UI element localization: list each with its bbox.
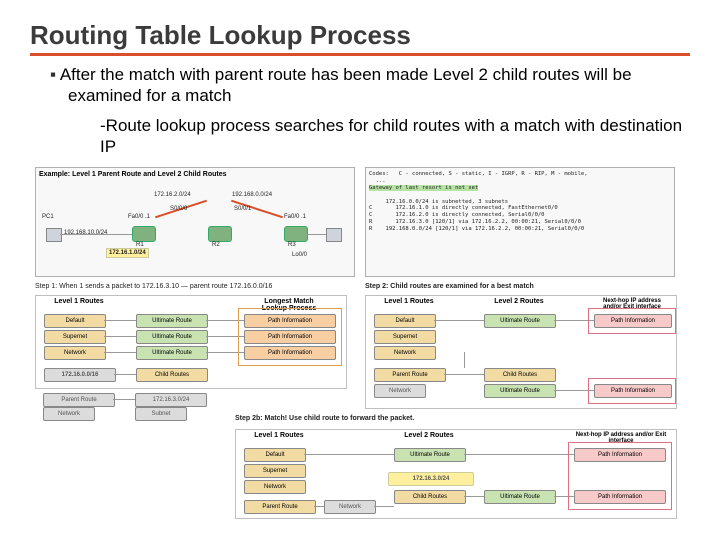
path-group-3 (568, 442, 672, 510)
l2c (444, 374, 484, 375)
l1g (114, 374, 136, 375)
chip-default-2: Default (374, 314, 436, 328)
path-group-2b (588, 378, 676, 404)
chip-parent-lbl: Parent Route (43, 393, 115, 407)
chip-ult-2b: Ultimate Route (484, 384, 556, 398)
path-group-2a (588, 308, 676, 334)
chip-net-2: Network (374, 384, 426, 398)
step2-caption: Step 2: Child routes are examined for a … (365, 283, 675, 290)
chip-network-3: Network (244, 480, 306, 494)
colB-head-2: Level 2 Routes (484, 298, 554, 305)
page-title: Routing Table Lookup Process (30, 20, 690, 56)
link-pc1-r1 (60, 234, 132, 235)
chip-ult-1b: Ultimate Route (136, 330, 208, 344)
route-output: Codes: C - connected, S - static, I - IG… (369, 171, 671, 233)
pc2-icon (326, 228, 342, 242)
topology-panel: Example: Level 1 Parent Route and Level … (35, 167, 355, 277)
parent-row: Parent Route Network 172.16.3.0/24 Subne… (35, 393, 235, 421)
chip-ult-2a: Ultimate Route (484, 314, 556, 328)
chip-ult-3a: Ultimate Route (394, 448, 466, 462)
l1b (104, 336, 136, 337)
l3c2 (374, 506, 394, 507)
chip-default-1: Default (44, 314, 106, 328)
ip-a: 172.16.2.0/24 (154, 192, 191, 198)
pc1-icon (46, 228, 62, 242)
l3b (464, 454, 574, 455)
fa-b: Fa0/0 .1 (284, 214, 306, 220)
link-r3-pc2 (306, 234, 326, 235)
chip-childaddr: 172.16.3.0/24 (135, 393, 207, 407)
section-match: Level 1 Routes Level 2 Routes Next-hop I… (235, 429, 677, 519)
step2b-caption: Step 2b: Match! Use child route to forwa… (235, 415, 675, 422)
chip-parent-2: Parent Route (374, 368, 446, 382)
route-output-panel: Codes: C - connected, S - static, I - IG… (365, 167, 675, 277)
chip-net-lbl: Network (43, 407, 95, 421)
l3c (314, 506, 324, 507)
illustration: Example: Level 1 Parent Route and Level … (35, 167, 675, 517)
ip-b: 192.168.0.0/24 (232, 192, 272, 198)
chip-supernet-1: Supernet (44, 330, 106, 344)
chip-supernet-2: Supernet (374, 330, 436, 344)
router-r2-icon (208, 226, 232, 242)
fa-a: Fa0/0 .1 (128, 214, 150, 220)
chip-parent-3: Parent Route (244, 500, 316, 514)
path-group-1 (238, 308, 342, 366)
ip-pc1: 192.168.10.0/24 (64, 230, 107, 236)
chip-supernet-3: Supernet (244, 464, 306, 478)
chip-childroutes-2: Child Routes (484, 368, 556, 382)
main-bullet: After the match with parent route has be… (50, 64, 690, 107)
chip-match-addr: 172.16.3.0/24 (388, 472, 474, 486)
l1a (104, 320, 136, 321)
colA-head-1: Level 1 Routes (44, 298, 114, 305)
r3-label: R3 (288, 242, 296, 248)
section-level2: Level 1 Routes Level 2 Routes Next-hop I… (365, 295, 677, 409)
topology-caption: Example: Level 1 Parent Route and Level … (39, 171, 351, 178)
step1-caption: Step 1: When 1 sends a packet to 172.16.… (35, 283, 355, 290)
r2-label: R2 (212, 242, 220, 248)
colA-head-2: Level 1 Routes (374, 298, 444, 305)
router-r1-icon (132, 226, 156, 242)
l2a (434, 320, 484, 321)
l1c (104, 352, 136, 353)
chip-net-3: Network (324, 500, 376, 514)
sub-bullet: -Route lookup process searches for child… (100, 115, 690, 158)
chip-sub-lbl: Subnet (135, 407, 187, 421)
lb: Lo0/0 (292, 252, 307, 258)
s0a: S0/0/0 (170, 206, 187, 212)
chip-network-1: Network (44, 346, 106, 360)
colA-head-3: Level 1 Routes (244, 432, 314, 439)
highlight-subnet: 172.16.1.0/24 (106, 248, 149, 258)
router-r3-icon (284, 226, 308, 242)
chip-ult-1c: Ultimate Route (136, 346, 208, 360)
pc1-label: PC1 (42, 214, 54, 220)
chip-network-2: Network (374, 346, 436, 360)
s0b: S0/0/1 (234, 206, 251, 212)
lp1 (113, 399, 135, 400)
chip-ult-3b: Ultimate Route (484, 490, 556, 504)
chip-childroutes-3: Child Routes (394, 490, 466, 504)
l3d (464, 496, 484, 497)
chip-ult-1a: Ultimate Route (136, 314, 208, 328)
l3a (304, 454, 394, 455)
colB-head-3: Level 2 Routes (394, 432, 464, 439)
chip-childroutes-1: Child Routes (136, 368, 208, 382)
section-level1: Level 1 Routes Longest MatchLookup Proce… (35, 295, 347, 389)
chip-parent-addr-1: 172.16.0.0/16 (44, 368, 116, 382)
chip-default-3: Default (244, 448, 306, 462)
l2v (464, 352, 465, 368)
